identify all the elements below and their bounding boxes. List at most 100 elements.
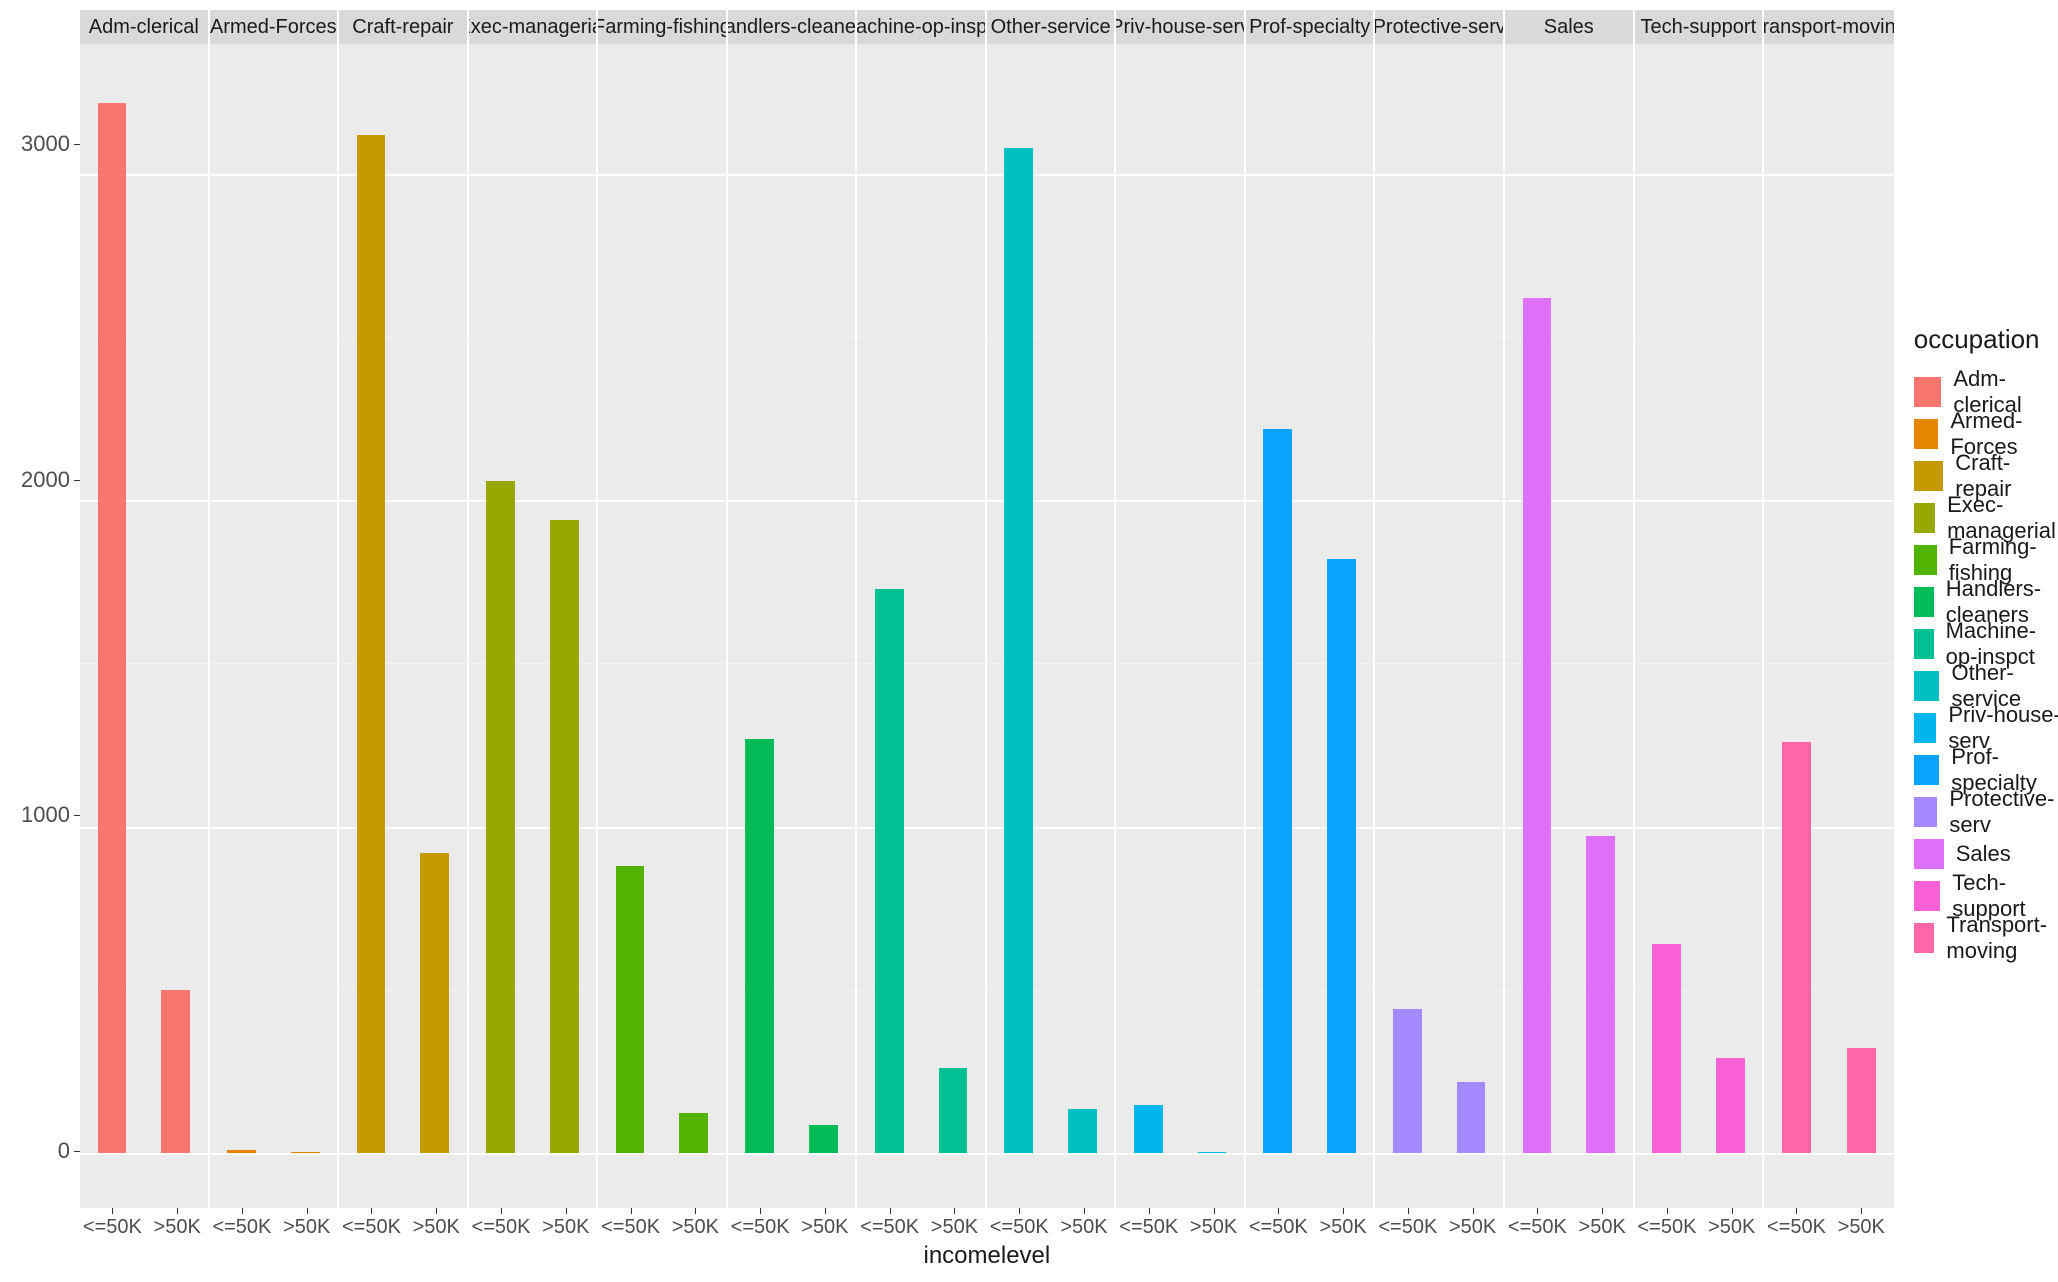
x-axis-panel: <=50K >50K — [1246, 1208, 1376, 1242]
x-title-row: incomelevel — [0, 1242, 1894, 1282]
y-tick-label: 3000 — [21, 131, 70, 157]
legend-key — [1914, 923, 1935, 953]
x-tick-mark — [436, 1208, 437, 1214]
x-tick-label: <=50K — [990, 1216, 1049, 1239]
x-tick-label: <=50K — [212, 1216, 271, 1239]
grid-line-major — [857, 500, 985, 502]
x-axis-title: incomelevel — [80, 1242, 1894, 1282]
x-tick-label: >50K — [283, 1216, 330, 1239]
bar — [1393, 1009, 1422, 1152]
x-tick-label: <=50K — [472, 1216, 531, 1239]
x-axis-panel: <=50K>50K — [1375, 1208, 1505, 1242]
grid-line-minor — [1764, 337, 1894, 338]
legend-label: Protective-serv — [1949, 786, 2058, 838]
facet-plot-area — [987, 44, 1117, 1208]
grid-line-minor — [598, 663, 726, 664]
x-tick-mark — [1343, 1208, 1344, 1214]
bar — [1457, 1082, 1486, 1152]
grid-line-major — [598, 174, 726, 176]
x-tick-label: <=50K — [342, 1216, 401, 1239]
legend-key — [1914, 419, 1939, 449]
x-tick-label: >50K — [1190, 1216, 1237, 1239]
facet-plot-area — [1635, 44, 1765, 1208]
legend-label: Sales — [1956, 841, 2011, 867]
x-tick-label: >50K — [154, 1216, 201, 1239]
facet-plot-area — [210, 44, 340, 1208]
x-tick-mark — [1019, 1208, 1020, 1214]
facet-plot-area — [728, 44, 858, 1208]
legend-key — [1914, 503, 1935, 533]
x-axis-panel: <=50K>50K — [1116, 1208, 1246, 1242]
bar — [486, 481, 515, 1153]
x-tick-label: <=50K — [1508, 1216, 1567, 1239]
x-tick-mark — [501, 1208, 502, 1214]
bar — [1847, 1048, 1876, 1152]
facet-panel: Tech-support — [1635, 10, 1765, 1208]
grid-line-major — [80, 1153, 208, 1155]
facet-strip: Transport-moving — [1764, 10, 1894, 44]
x-tick-mark — [1214, 1208, 1215, 1214]
facet-panel: Armed-Forces — [210, 10, 340, 1208]
x-tick-mark — [1084, 1208, 1085, 1214]
x-tick-label: <=50K — [1249, 1216, 1308, 1239]
x-tick-mark — [1278, 1208, 1279, 1214]
grid-line-major — [728, 500, 856, 502]
grid-line-major — [210, 174, 338, 176]
legend: occupation Adm-clericalArmed-ForcesCraft… — [1894, 0, 2058, 1282]
facet-plot-area — [598, 44, 728, 1208]
grid-line-major — [1764, 1153, 1894, 1155]
bar — [1068, 1109, 1097, 1153]
legend-item: Adm-clerical — [1914, 371, 2058, 413]
grid-line-major — [210, 500, 338, 502]
x-axis-panel: <=50K>50K — [469, 1208, 599, 1242]
x-tick-mark — [1732, 1208, 1733, 1214]
x-tick-mark — [242, 1208, 243, 1214]
y-tick-label: 0 — [58, 1138, 70, 1164]
legend-item: Machine-op-inspct — [1914, 623, 2058, 665]
legend-item: Armed-Forces — [1914, 413, 2058, 455]
x-tick-label: <=50K — [731, 1216, 790, 1239]
facet-plot-area — [339, 44, 469, 1208]
y-axis: 0100020003000 — [0, 10, 80, 1208]
grid-line-minor — [1635, 337, 1763, 338]
x-axis-spacer — [0, 1208, 80, 1242]
facet-panel: Handlers-cleaners — [728, 10, 858, 1208]
facet-strip: Tech-support — [1635, 10, 1765, 44]
x-tick-mark — [1149, 1208, 1150, 1214]
x-tick-label: <=50K — [601, 1216, 660, 1239]
grid-line-minor — [1375, 990, 1503, 991]
x-axis-panel: <=50K>50K — [339, 1208, 469, 1242]
facet-strip: Farming-fishing — [598, 10, 728, 44]
x-tick-label: >50K — [1319, 1216, 1366, 1239]
x-tick-label: >50K — [1838, 1216, 1885, 1239]
grid-line-major — [1635, 174, 1763, 176]
facet-panel: Priv-house-serv — [1116, 10, 1246, 1208]
x-tick-mark — [177, 1208, 178, 1214]
facet-panels: Adm-clericalArmed-ForcesCraft-repairExec… — [80, 10, 1894, 1208]
facet-plot-area — [80, 44, 210, 1208]
bar — [875, 589, 904, 1153]
grid-line-major — [1375, 174, 1503, 176]
facet-plot-area — [1375, 44, 1505, 1208]
x-tick-label: >50K — [1708, 1216, 1755, 1239]
grid-line-major — [1505, 174, 1633, 176]
x-tick-label: <=50K — [1378, 1216, 1437, 1239]
legend-key — [1914, 839, 1944, 869]
facet-panel: Adm-clerical — [80, 10, 210, 1208]
legend-key — [1914, 461, 1943, 491]
plot-row: 0100020003000 Adm-clericalArmed-ForcesCr… — [0, 0, 1894, 1208]
x-title-spacer — [0, 1242, 80, 1282]
facet-strip: Sales — [1505, 10, 1635, 44]
grid-line-major — [987, 1153, 1115, 1155]
grid-line-major — [1635, 1153, 1763, 1155]
x-axis-panel: <=50K>50K — [987, 1208, 1117, 1242]
y-tick-label: 2000 — [21, 467, 70, 493]
grid-line-minor — [728, 337, 856, 338]
bar — [1782, 742, 1811, 1153]
x-tick-mark — [1667, 1208, 1668, 1214]
facet-strip: Other-service — [987, 10, 1117, 44]
x-tick-mark — [890, 1208, 891, 1214]
facet-panel: Protective-serv — [1375, 10, 1505, 1208]
x-tick-mark — [954, 1208, 955, 1214]
x-tick-label: <=50K — [860, 1216, 919, 1239]
